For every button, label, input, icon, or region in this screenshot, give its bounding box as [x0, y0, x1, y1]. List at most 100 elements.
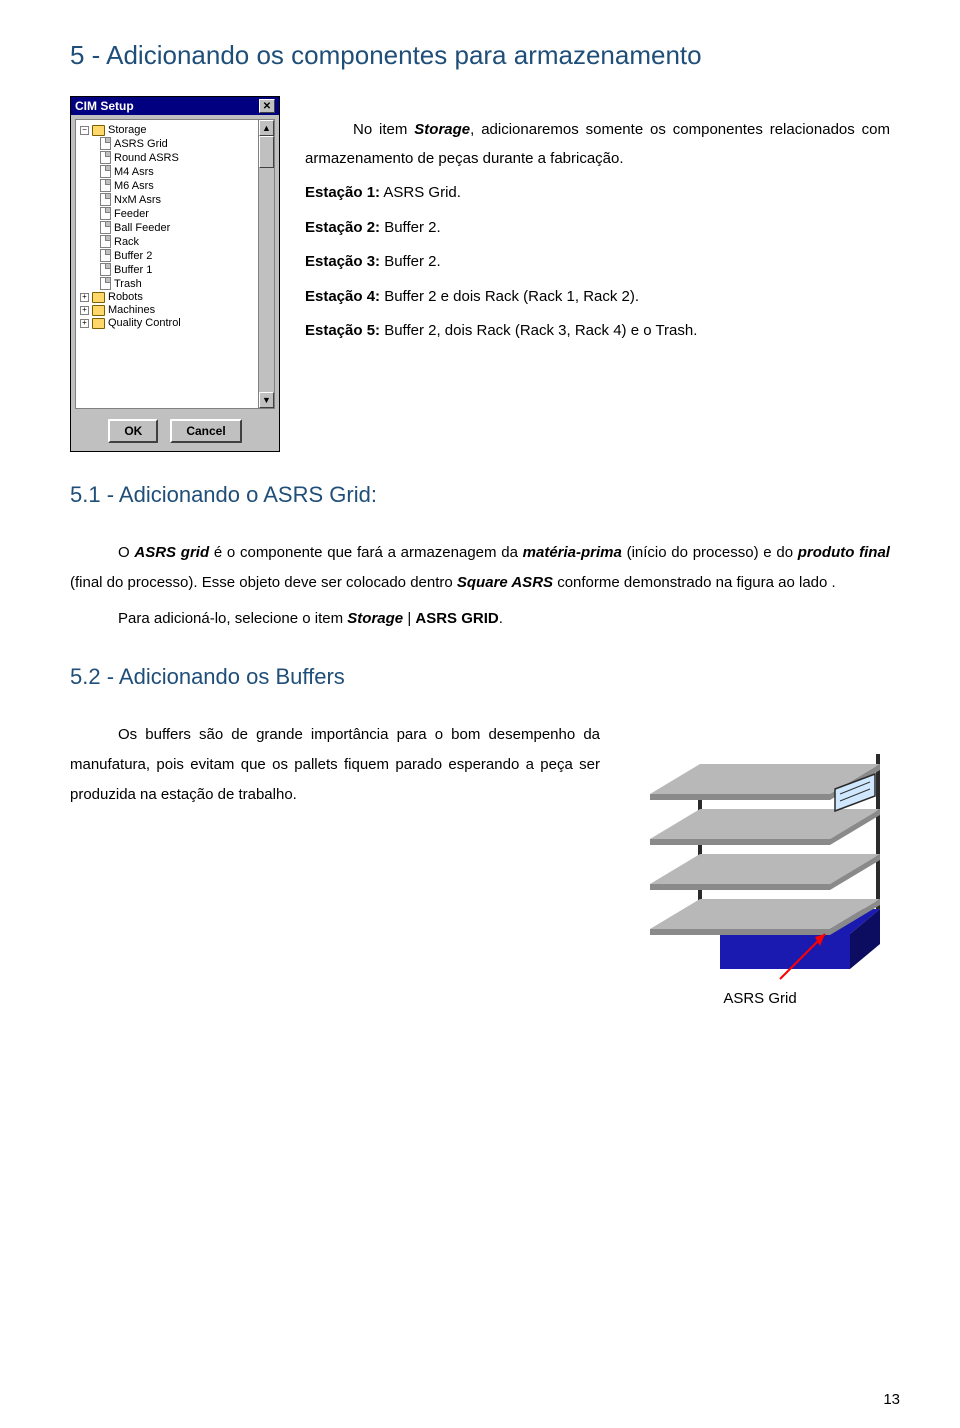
expander-icon[interactable]: +: [80, 319, 89, 328]
page-icon: [100, 207, 111, 220]
ok-button[interactable]: OK: [108, 419, 158, 443]
text: Buffer 2.: [380, 219, 441, 236]
page-icon: [100, 277, 111, 290]
folder-icon: [92, 305, 105, 316]
para-5-1b: Para adicioná-lo, selecione o item Stora…: [70, 604, 890, 634]
folder-icon: [92, 318, 105, 329]
estacao-line: Estação 2: Buffer 2.: [305, 214, 890, 243]
tree-item[interactable]: ASRS Grid: [78, 137, 272, 151]
tree-item[interactable]: Round ASRS: [78, 151, 272, 165]
expander-icon[interactable]: +: [80, 306, 89, 315]
box-front: [720, 934, 850, 969]
tree-item-label: Rack: [114, 236, 139, 248]
tree-item[interactable]: Rack: [78, 235, 272, 249]
text: Buffer 2, dois Rack (Rack 3, Rack 4) e o…: [380, 322, 697, 339]
expander-icon[interactable]: −: [80, 126, 89, 135]
tree-sibling[interactable]: + Robots: [78, 291, 272, 304]
tree-sibling[interactable]: +Quality Control: [78, 317, 272, 330]
shelf-edge: [650, 929, 830, 935]
para-5-1: O ASRS grid é o componente que fará a ar…: [70, 538, 890, 598]
tree-item[interactable]: Ball Feeder: [78, 221, 272, 235]
text: Square ASRS: [457, 574, 553, 591]
estacao-line: Estação 3: Buffer 2.: [305, 248, 890, 277]
page-icon: [100, 235, 111, 248]
scroll-track[interactable]: [259, 168, 274, 392]
intro-paragraph: No item Storage, adicionaremos somente o…: [305, 116, 890, 173]
text: O: [118, 544, 134, 561]
asrs-caption: ASRS Grid: [723, 990, 796, 1007]
page-number: 13: [883, 1391, 900, 1408]
estacao-line: Estação 5: Buffer 2, dois Rack (Rack 3, …: [305, 317, 890, 346]
tree-item-label: NxM Asrs: [114, 194, 161, 206]
cancel-button[interactable]: Cancel: [170, 419, 241, 443]
folder-icon: [92, 125, 105, 136]
tree-item-label: Buffer 1: [114, 264, 152, 276]
page-icon: [100, 179, 111, 192]
tree-item-label: ASRS Grid: [114, 138, 168, 150]
shelf-edge: [650, 884, 830, 890]
window-title: CIM Setup: [75, 99, 134, 113]
tree-item[interactable]: Buffer 2: [78, 249, 272, 263]
page-icon: [100, 165, 111, 178]
page-icon: [100, 249, 111, 262]
tree-item-label: Robots: [108, 291, 143, 303]
tree-root-label: Storage: [108, 124, 147, 136]
tree-item[interactable]: M6 Asrs: [78, 179, 272, 193]
cim-setup-window: CIM Setup ✕ − Storage ASRS Grid Round AS…: [70, 96, 280, 452]
tree-item[interactable]: Trash: [78, 277, 272, 291]
page-icon: [100, 151, 111, 164]
text: Storage: [414, 121, 470, 138]
text: No item: [353, 121, 414, 138]
tree-scrollbar[interactable]: ▲ ▼: [258, 120, 274, 408]
close-icon[interactable]: ✕: [259, 99, 275, 113]
tree-item[interactable]: NxM Asrs: [78, 193, 272, 207]
text: .: [499, 610, 503, 627]
heading-section-5: 5 - Adicionando os componentes para arma…: [70, 40, 890, 71]
text-bold: Estação 2:: [305, 219, 380, 236]
text: Os buffers são de grande importância par…: [70, 720, 600, 810]
text: é o componente que fará a armazenagem da: [209, 544, 523, 561]
scroll-thumb[interactable]: [259, 136, 274, 168]
heading-section-5-1: 5.1 - Adicionando o ASRS Grid:: [70, 482, 890, 508]
tree-item-label: M4 Asrs: [114, 166, 154, 178]
tree-sibling[interactable]: + Machines: [78, 304, 272, 317]
text: (início do processo) e do: [622, 544, 798, 561]
shelf-edge: [650, 839, 830, 845]
tree-item[interactable]: Feeder: [78, 207, 272, 221]
tree-item-label: Round ASRS: [114, 152, 179, 164]
text: (final do processo). Esse objeto deve se…: [70, 574, 457, 591]
asrs-grid-figure: ASRS Grid: [630, 720, 890, 1020]
tree-item-label: Trash: [114, 278, 142, 290]
scroll-up-icon[interactable]: ▲: [259, 120, 274, 136]
tree-item-label: M6 Asrs: [114, 180, 154, 192]
tree-item-label: Ball Feeder: [114, 222, 170, 234]
tree-item-label: Machines: [108, 304, 155, 316]
scroll-down-icon[interactable]: ▼: [259, 392, 274, 408]
text-bold: Estação 4:: [305, 288, 380, 305]
text-bold: Estação 5:: [305, 322, 380, 339]
intro-row: CIM Setup ✕ − Storage ASRS Grid Round AS…: [70, 96, 890, 452]
estacao-line: Estação 1: ASRS Grid.: [305, 179, 890, 208]
text: Buffer 2 e dois Rack (Rack 1, Rack 2).: [380, 288, 639, 305]
text-bold: ASRS GRID: [415, 610, 498, 627]
intro-text-block: No item Storage, adicionaremos somente o…: [305, 96, 890, 352]
expander-icon[interactable]: +: [80, 293, 89, 302]
text: Buffer 2.: [380, 253, 441, 270]
text-bold: Estação 1:: [305, 184, 380, 201]
page-icon: [100, 221, 111, 234]
text: |: [403, 610, 415, 627]
page-icon: [100, 193, 111, 206]
text: Para adicioná-lo, selecione o item: [118, 610, 347, 627]
page-icon: [100, 263, 111, 276]
tree-item[interactable]: Buffer 1: [78, 263, 272, 277]
text-bold: Estação 3:: [305, 253, 380, 270]
text: Storage: [347, 610, 403, 627]
tree-root-storage[interactable]: − Storage: [78, 124, 272, 137]
text: ASRS grid: [134, 544, 209, 561]
section-5-2-row: Os buffers são de grande importância par…: [70, 720, 890, 1020]
para-5-2: Os buffers são de grande importância par…: [70, 720, 600, 810]
estacao-line: Estação 4: Buffer 2 e dois Rack (Rack 1,…: [305, 283, 890, 312]
tree-item[interactable]: M4 Asrs: [78, 165, 272, 179]
tree-item-label: Buffer 2: [114, 250, 152, 262]
text: matéria-prima: [523, 544, 622, 561]
